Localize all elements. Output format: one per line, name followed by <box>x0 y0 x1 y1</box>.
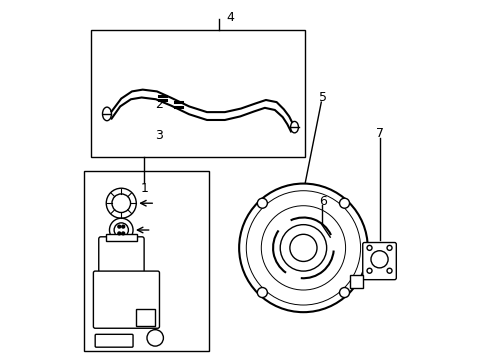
Circle shape <box>289 234 316 261</box>
Circle shape <box>386 268 391 273</box>
Text: 6: 6 <box>319 195 326 208</box>
FancyBboxPatch shape <box>99 237 144 277</box>
Circle shape <box>118 225 121 228</box>
Circle shape <box>339 198 349 208</box>
Circle shape <box>366 246 371 250</box>
Circle shape <box>257 288 267 297</box>
Circle shape <box>112 194 130 212</box>
Circle shape <box>109 218 133 242</box>
Text: 4: 4 <box>226 11 234 24</box>
Circle shape <box>386 246 391 250</box>
FancyBboxPatch shape <box>362 243 395 280</box>
Ellipse shape <box>290 121 298 133</box>
Bar <box>83 171 208 351</box>
Circle shape <box>106 188 136 218</box>
Bar <box>91 30 305 157</box>
Ellipse shape <box>102 107 111 121</box>
Text: 1: 1 <box>140 183 148 195</box>
FancyBboxPatch shape <box>93 271 159 328</box>
Text: 2: 2 <box>155 99 163 112</box>
Circle shape <box>114 223 128 237</box>
Bar <box>135 309 155 327</box>
Circle shape <box>246 191 360 305</box>
Circle shape <box>239 184 367 312</box>
Circle shape <box>370 251 387 268</box>
Circle shape <box>122 225 124 228</box>
Bar <box>106 234 137 242</box>
Circle shape <box>122 232 124 235</box>
Circle shape <box>366 268 371 273</box>
Circle shape <box>147 330 163 346</box>
Circle shape <box>118 232 121 235</box>
Text: 3: 3 <box>155 129 163 142</box>
Circle shape <box>280 225 326 271</box>
Bar <box>349 275 362 288</box>
Text: 7: 7 <box>375 127 384 140</box>
FancyBboxPatch shape <box>95 334 133 347</box>
Circle shape <box>257 198 267 208</box>
Circle shape <box>261 206 345 290</box>
Text: 5: 5 <box>319 91 326 104</box>
Circle shape <box>339 288 349 297</box>
